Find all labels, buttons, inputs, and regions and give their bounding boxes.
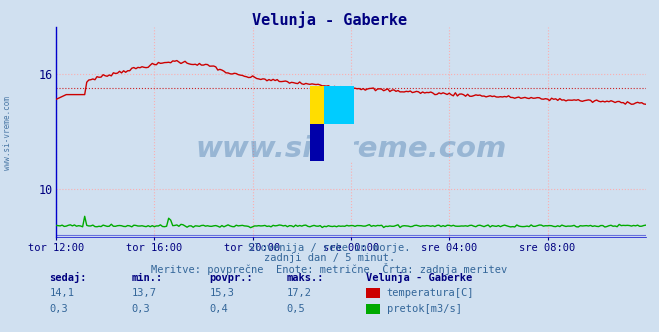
FancyBboxPatch shape bbox=[310, 124, 339, 161]
FancyBboxPatch shape bbox=[324, 86, 354, 124]
Text: povpr.:: povpr.: bbox=[210, 273, 253, 283]
Text: maks.:: maks.: bbox=[287, 273, 324, 283]
Text: 0,4: 0,4 bbox=[210, 304, 228, 314]
FancyBboxPatch shape bbox=[324, 124, 354, 161]
Text: 0,3: 0,3 bbox=[49, 304, 68, 314]
Text: min.:: min.: bbox=[132, 273, 163, 283]
FancyBboxPatch shape bbox=[310, 86, 339, 124]
Text: zadnji dan / 5 minut.: zadnji dan / 5 minut. bbox=[264, 253, 395, 263]
Text: 15,3: 15,3 bbox=[210, 288, 235, 298]
Text: www.si-vreme.com: www.si-vreme.com bbox=[3, 96, 13, 170]
Text: 17,2: 17,2 bbox=[287, 288, 312, 298]
Text: www.si-vreme.com: www.si-vreme.com bbox=[195, 135, 507, 163]
Text: temperatura[C]: temperatura[C] bbox=[387, 288, 474, 298]
Text: Velunja - Gaberke: Velunja - Gaberke bbox=[366, 272, 472, 283]
Text: 13,7: 13,7 bbox=[132, 288, 157, 298]
Text: 14,1: 14,1 bbox=[49, 288, 74, 298]
Text: sedaj:: sedaj: bbox=[49, 272, 87, 283]
Text: Velunja - Gaberke: Velunja - Gaberke bbox=[252, 12, 407, 29]
Text: Slovenija / reke in morje.: Slovenija / reke in morje. bbox=[248, 243, 411, 253]
Text: Meritve: povprečne  Enote: metrične  Črta: zadnja meritev: Meritve: povprečne Enote: metrične Črta:… bbox=[152, 263, 507, 275]
Text: pretok[m3/s]: pretok[m3/s] bbox=[387, 304, 462, 314]
Text: 0,5: 0,5 bbox=[287, 304, 305, 314]
Text: 0,3: 0,3 bbox=[132, 304, 150, 314]
